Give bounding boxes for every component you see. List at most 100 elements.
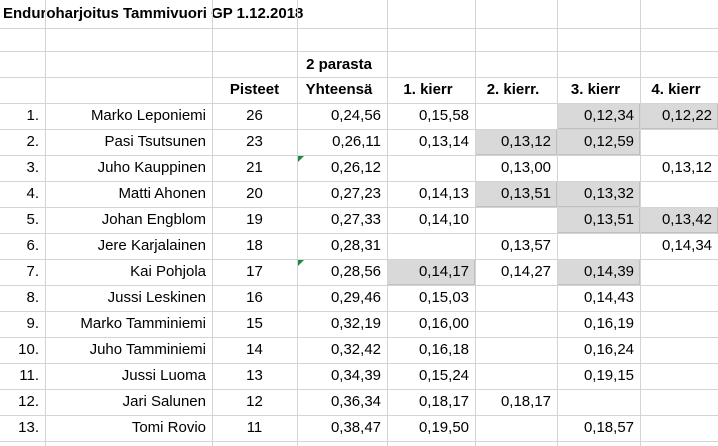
cell-pisteet[interactable]: 17 (246, 263, 263, 280)
cell-k3[interactable]: 0,12,34 (583, 107, 634, 124)
cell-k3[interactable] (557, 155, 634, 181)
cell-name[interactable]: Jere Karjalainen (97, 237, 206, 254)
cell-yhteensa[interactable]: 0,28,56 (330, 263, 381, 280)
header-cell-k3[interactable]: 3. kierr (570, 81, 621, 98)
cell-pisteet[interactable]: 20 (246, 185, 263, 202)
header-cell-yhteensa[interactable]: Yhteensä (305, 81, 373, 98)
cell-rank[interactable]: 7. (26, 263, 39, 280)
cell-k4[interactable] (640, 415, 712, 441)
cell-k3[interactable]: 0,14,39 (583, 263, 634, 280)
cell-yhteensa[interactable]: 0,32,42 (330, 341, 381, 358)
cell-k4[interactable] (640, 389, 712, 415)
cell-name[interactable]: Juho Tamminiemi (89, 341, 206, 358)
cell-yhteensa[interactable]: 0,26,12 (330, 159, 381, 176)
cell-k2[interactable] (475, 207, 551, 233)
cell-pisteet[interactable]: 26 (246, 107, 263, 124)
cell-k4[interactable]: 0,13,42 (661, 211, 712, 228)
cell-comment-indicator-icon[interactable] (298, 156, 304, 162)
cell-rank[interactable]: 5. (26, 211, 39, 228)
cell-yhteensa[interactable]: 0,27,23 (330, 185, 381, 202)
cell-k1[interactable] (387, 233, 469, 259)
cell-k1[interactable]: 0,14,17 (418, 263, 469, 280)
sheet-title[interactable]: Enduroharjoitus Tammivuori GP 1.12.2018 (3, 5, 304, 22)
cell-k3[interactable]: 0,14,43 (583, 289, 634, 306)
cell-k3[interactable]: 0,13,32 (583, 185, 634, 202)
cell-k4[interactable] (640, 259, 712, 285)
cell-k2[interactable]: 0,18,17 (500, 393, 551, 410)
cell-yhteensa[interactable]: 0,28,31 (330, 237, 381, 254)
cell-pisteet[interactable]: 18 (246, 237, 263, 254)
cell-pisteet[interactable]: 16 (246, 289, 263, 306)
cell-yhteensa[interactable]: 0,32,19 (330, 315, 381, 332)
cell-k2[interactable]: 0,13,57 (500, 237, 551, 254)
cell-name[interactable]: Marko Tamminiemi (80, 315, 206, 332)
cell-yhteensa[interactable]: 0,27,33 (330, 211, 381, 228)
cell-k2[interactable] (475, 337, 551, 363)
cell-k1[interactable]: 0,18,17 (418, 393, 469, 410)
cell-k4[interactable]: 0,13,12 (661, 159, 712, 176)
cell-pisteet[interactable]: 13 (246, 367, 263, 384)
cell-name[interactable]: Matti Ahonen (118, 185, 206, 202)
cell-k4[interactable] (640, 129, 712, 155)
cell-k2[interactable]: 0,13,00 (500, 159, 551, 176)
cell-k4[interactable] (640, 285, 712, 311)
cell-yhteensa[interactable]: 0,29,46 (330, 289, 381, 306)
cell-pisteet[interactable]: 23 (246, 133, 263, 150)
header-cell-k4[interactable]: 4. kierr (651, 81, 701, 98)
cell-yhteensa[interactable]: 0,26,11 (332, 133, 381, 150)
cell-k4[interactable]: 0,14,34 (661, 237, 712, 254)
cell-k2[interactable]: 0,14,27 (500, 263, 551, 280)
cell-rank[interactable]: 11. (19, 367, 39, 384)
header-cell-k2[interactable]: 2. kierr. (486, 81, 540, 98)
cell-k2[interactable] (475, 415, 551, 441)
cell-name[interactable]: Kai Pohjola (130, 263, 206, 280)
cell-rank[interactable]: 4. (26, 185, 39, 202)
cell-name[interactable]: Tomi Rovio (131, 419, 206, 436)
cell-k2[interactable]: 0,13,12 (500, 133, 551, 150)
cell-pisteet[interactable]: 12 (246, 393, 263, 410)
cell-pisteet[interactable]: 11 (246, 419, 263, 436)
cell-k1[interactable]: 0,14,13 (418, 185, 469, 202)
cell-yhteensa[interactable]: 0,24,56 (330, 107, 381, 124)
cell-k1[interactable]: 0,16,00 (418, 315, 469, 332)
cell-name[interactable]: Jussi Leskinen (107, 289, 206, 306)
cell-name[interactable]: Juho Kauppinen (97, 159, 206, 176)
cell-k3[interactable]: 0,13,51 (583, 211, 634, 228)
cell-k3[interactable] (557, 233, 634, 259)
cell-k1[interactable]: 0,19,50 (418, 419, 469, 436)
cell-name[interactable]: Johan Engblom (101, 211, 206, 228)
cell-yhteensa[interactable]: 0,36,34 (330, 393, 381, 410)
cell-k1[interactable]: 0,14,10 (418, 211, 469, 228)
cell-name[interactable]: Jari Salunen (122, 393, 206, 410)
cell-yhteensa[interactable]: 0,34,39 (330, 367, 381, 384)
cell-k1[interactable] (387, 155, 469, 181)
cell-k3[interactable] (557, 389, 634, 415)
cell-k4[interactable] (640, 311, 712, 337)
cell-k2[interactable] (475, 363, 551, 389)
cell-comment-indicator-icon[interactable] (298, 260, 304, 266)
cell-pisteet[interactable]: 15 (246, 315, 263, 332)
header-cell-yhteensa-top[interactable]: 2 parasta (306, 56, 372, 73)
header-cell-pisteet[interactable]: Pisteet (229, 81, 280, 98)
cell-rank[interactable]: 13. (18, 419, 39, 436)
cell-k3[interactable]: 0,12,59 (583, 133, 634, 150)
cell-name[interactable]: Jussi Luoma (121, 367, 206, 384)
cell-k2[interactable] (475, 285, 551, 311)
cell-k4[interactable] (640, 337, 712, 363)
cell-k3[interactable]: 0,19,15 (583, 367, 634, 384)
cell-rank[interactable]: 6. (26, 237, 39, 254)
cell-k4[interactable]: 0,12,22 (661, 107, 712, 124)
cell-k4[interactable] (640, 363, 712, 389)
cell-k2[interactable] (475, 311, 551, 337)
cell-k1[interactable]: 0,15,24 (418, 367, 469, 384)
cell-rank[interactable]: 8. (26, 289, 39, 306)
cell-name[interactable]: Pasi Tsutsunen (104, 133, 206, 150)
cell-k2[interactable] (475, 103, 551, 129)
cell-name[interactable]: Marko Leponiemi (90, 107, 206, 124)
cell-rank[interactable]: 1. (26, 107, 39, 124)
cell-k3[interactable]: 0,16,24 (583, 341, 634, 358)
cell-pisteet[interactable]: 14 (246, 341, 263, 358)
header-cell-k1[interactable]: 1. kierr (403, 81, 453, 98)
cell-pisteet[interactable]: 19 (246, 211, 263, 228)
